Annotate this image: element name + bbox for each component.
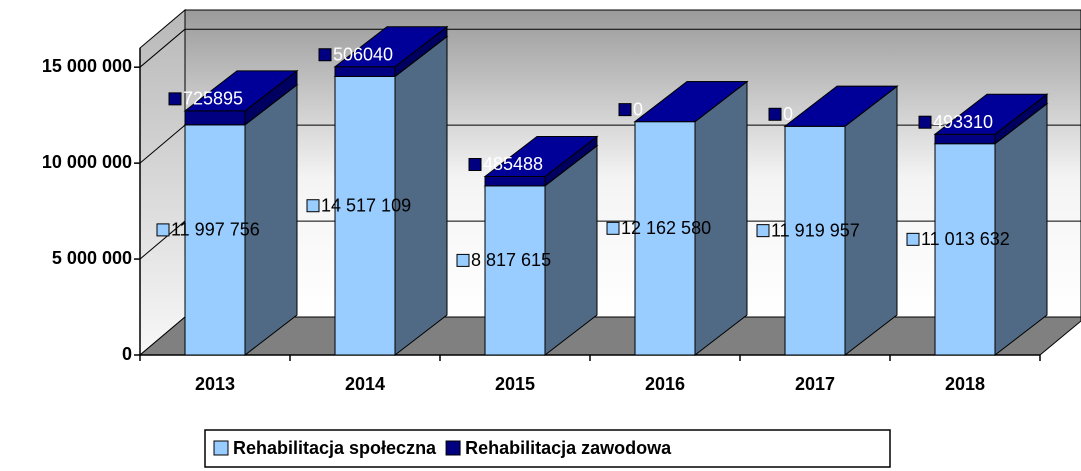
grid-line xyxy=(139,220,186,260)
bar-segment xyxy=(934,143,996,356)
bar-top xyxy=(633,81,749,123)
data-label: 11 997 756 xyxy=(171,220,260,240)
data-label-key xyxy=(468,157,482,171)
bar-segment xyxy=(784,125,846,356)
legend-label: Rehabilitacja zawodowa xyxy=(465,438,672,458)
data-label: 8 817 615 xyxy=(471,250,551,270)
x-tick-label: 2013 xyxy=(195,374,235,394)
data-label: 493310 xyxy=(933,112,993,132)
x-tick-label: 2018 xyxy=(945,374,985,394)
bar-segment xyxy=(634,121,696,356)
x-tick-label: 2015 xyxy=(495,374,535,394)
data-label-key xyxy=(918,115,932,129)
data-label: 0 xyxy=(633,99,643,119)
bar-top xyxy=(183,70,299,112)
bar-segment xyxy=(484,185,546,356)
data-label: 506040 xyxy=(333,44,393,64)
data-label: 725895 xyxy=(183,89,243,109)
data-label-key xyxy=(318,48,332,62)
grid-line xyxy=(139,124,186,164)
bar-top xyxy=(333,26,449,68)
data-label-key xyxy=(618,103,632,117)
grid-line xyxy=(139,28,186,68)
data-label-key xyxy=(456,253,470,267)
data-label-key xyxy=(906,232,920,246)
x-tick-label: 2017 xyxy=(795,374,835,394)
y-tick-label: 15 000 000 xyxy=(42,56,132,76)
data-label: 11 013 632 xyxy=(921,229,1010,249)
data-label-key xyxy=(768,107,782,121)
legend-label: Rehabilitacja społeczna xyxy=(233,438,437,458)
bar-segment xyxy=(934,133,996,145)
data-label: 12 162 580 xyxy=(621,218,711,238)
data-label-key xyxy=(306,199,320,213)
x-tick-label: 2014 xyxy=(345,374,385,394)
legend-key xyxy=(213,440,229,456)
bar-top xyxy=(933,93,1049,135)
x-tick-label: 2016 xyxy=(645,374,685,394)
data-label: 14 517 109 xyxy=(321,195,411,215)
data-label: 0 xyxy=(783,104,793,124)
bar-segment xyxy=(184,110,246,126)
data-label: 485488 xyxy=(483,154,543,174)
bar-segment xyxy=(334,75,396,356)
y-tick-label: 0 xyxy=(122,344,132,364)
y-tick-label: 5 000 000 xyxy=(52,248,132,268)
data-label-key xyxy=(606,221,620,235)
bar-top xyxy=(783,85,899,127)
data-label: 11 919 957 xyxy=(771,220,860,240)
bar-segment xyxy=(184,124,246,356)
legend-key xyxy=(445,440,461,456)
bar-segment xyxy=(334,66,396,77)
bar-segment xyxy=(484,175,546,187)
data-label-key xyxy=(168,92,182,106)
legend-box xyxy=(204,429,891,468)
data-label-key xyxy=(156,223,170,237)
y-tick-label: 10 000 000 xyxy=(42,152,132,172)
bar-top xyxy=(483,135,599,177)
data-label-key xyxy=(756,224,770,238)
